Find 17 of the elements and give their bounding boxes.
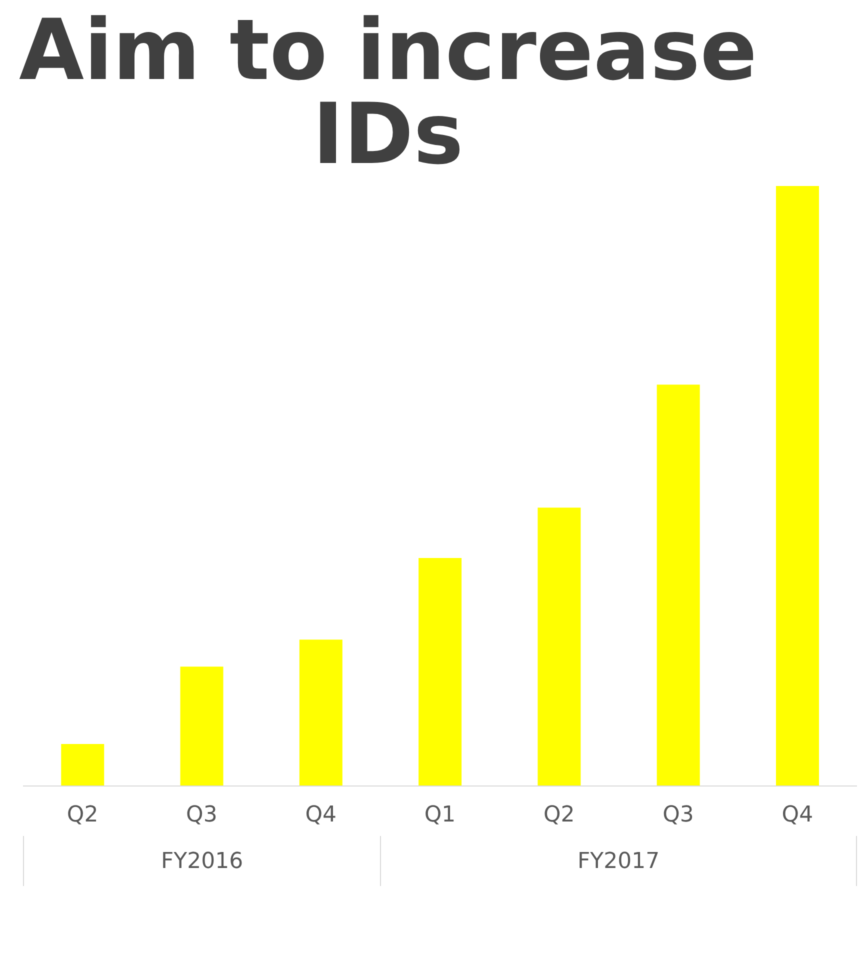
bar bbox=[299, 640, 342, 786]
bar bbox=[538, 508, 581, 786]
bar bbox=[61, 744, 104, 786]
x-tick-label: Q4 bbox=[782, 802, 814, 828]
text: FY2016 bbox=[23, 836, 380, 886]
text: FY2017 bbox=[380, 836, 857, 886]
x-tick-label: Q2 bbox=[543, 802, 575, 828]
chart-title: Aim to increase IDs bbox=[18, 1, 758, 183]
x-tick-label: Q3 bbox=[662, 802, 694, 828]
bar bbox=[656, 384, 700, 786]
bar bbox=[418, 558, 462, 786]
x-tick-label: Q2 bbox=[66, 802, 98, 828]
x-tick-label: Q1 bbox=[424, 802, 456, 828]
x-tick-label: Q3 bbox=[186, 802, 218, 828]
bar bbox=[180, 666, 224, 786]
x-tick-label: Q4 bbox=[305, 802, 337, 828]
bar bbox=[776, 186, 819, 786]
